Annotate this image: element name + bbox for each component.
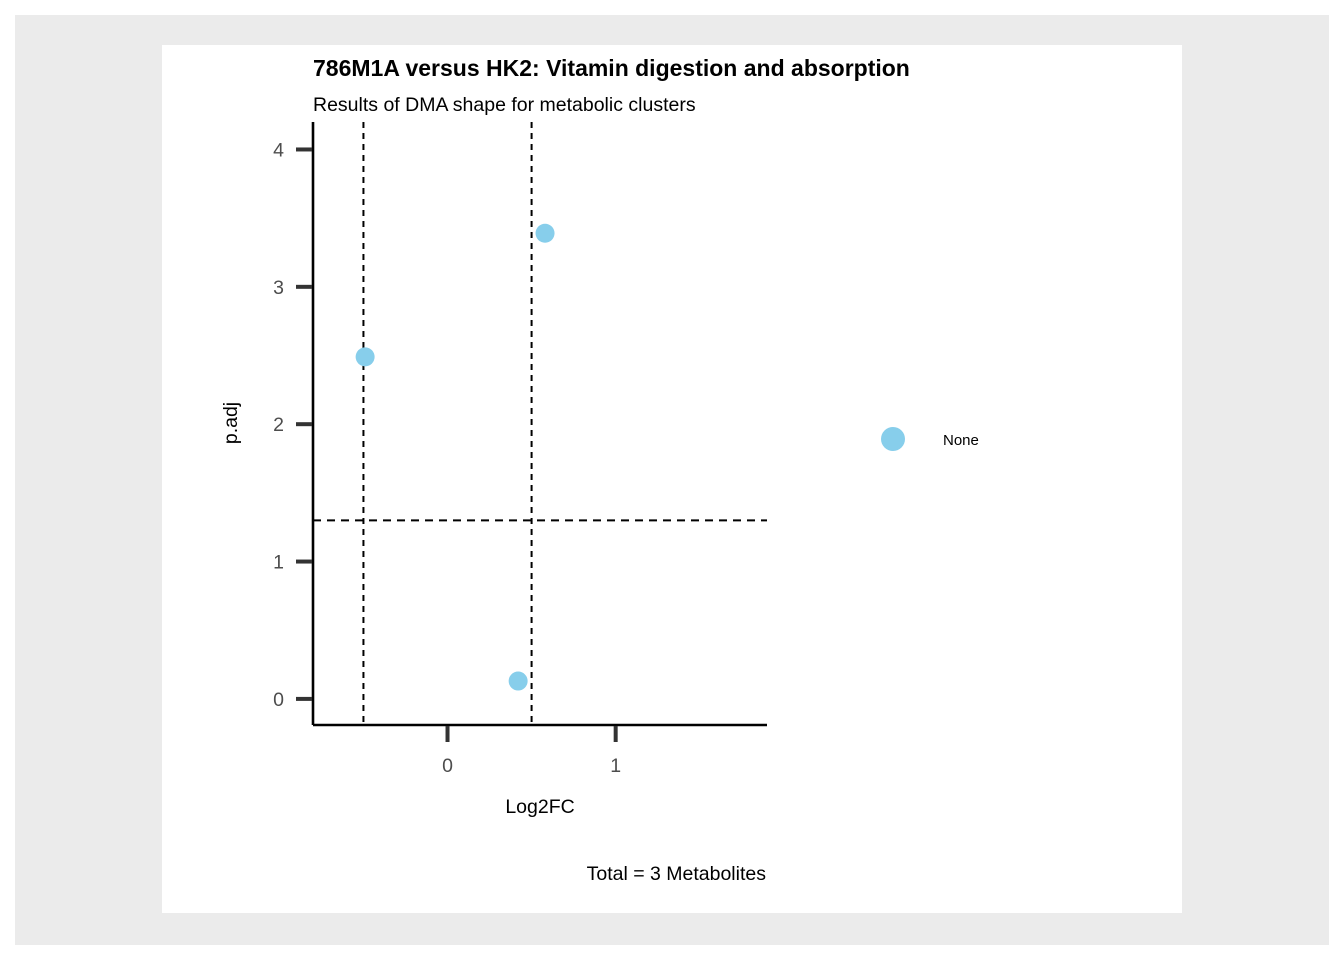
x-axis-label: Log2FC [505, 796, 574, 818]
y-tick-label: 2 [273, 414, 284, 436]
chart-subtitle: Results of DMA shape for metabolic clust… [313, 94, 696, 116]
chart-title: 786M1A versus HK2: Vitamin digestion and… [313, 55, 910, 81]
y-tick-label: 3 [273, 277, 284, 299]
data-point [508, 671, 528, 691]
x-tick-label: 1 [610, 755, 621, 777]
scatter-chart: 786M1A versus HK2: Vitamin digestion and… [220, 55, 979, 885]
data-point [535, 223, 555, 243]
y-tick-label: 0 [273, 689, 284, 711]
y-axis-label: p.adj [220, 402, 242, 444]
chart-caption: Total = 3 Metabolites [587, 863, 767, 885]
y-tick-label: 1 [273, 552, 284, 574]
legend-key-none [881, 427, 905, 451]
data-point [355, 347, 375, 367]
y-tick-label: 4 [273, 139, 284, 161]
x-tick-label: 0 [442, 755, 453, 777]
plot-panel: 786M1A versus HK2: Vitamin digestion and… [162, 45, 1182, 913]
legend-label-none: None [943, 432, 979, 449]
